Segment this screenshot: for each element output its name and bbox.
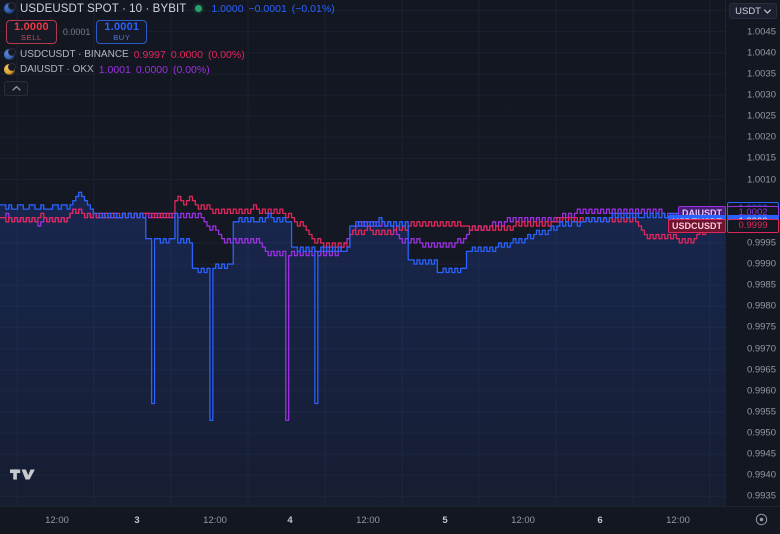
legend-change-pct-daiusdt: (0.00%) <box>172 63 210 76</box>
price-tick: 0.9955 <box>746 406 776 418</box>
legend-collapse-button[interactable] <box>4 81 28 97</box>
price-tick: 0.9990 <box>746 258 776 270</box>
price-tick: 1.0035 <box>746 68 776 80</box>
time-tick: 12:00 <box>666 515 690 526</box>
usdc-price-symbol-tag[interactable]: USDCUSDT <box>667 219 726 233</box>
price-tick: 0.9980 <box>746 300 776 312</box>
price-tick: 1.0030 <box>746 89 776 101</box>
legend-main-change: −0.0001 <box>248 2 287 15</box>
chart-series-lines <box>0 191 726 507</box>
legend-change-daiusdt: 0.0000 <box>135 63 168 76</box>
crosshair-target-icon <box>755 513 768 526</box>
price-tick: 0.9935 <box>746 490 776 502</box>
price-tick: 1.0040 <box>746 47 776 59</box>
time-axis[interactable]: 12:00 3 12:00 4 12:00 5 12:00 6 12:00 <box>0 506 780 534</box>
usdc-price-badge[interactable]: 0.9999 <box>727 219 779 233</box>
buy-button[interactable]: 1.0001 BUY <box>96 20 148 45</box>
tradingview-logo <box>10 466 36 488</box>
legend-main-row[interactable]: USDEUSDT SPOT · 10 · BYBIT 1.0000 −0.000… <box>4 1 335 16</box>
time-tick: 12:00 <box>511 515 535 526</box>
price-tick: 0.9995 <box>746 237 776 249</box>
currency-dropdown-button[interactable]: USDT <box>729 3 777 19</box>
price-tick: 1.0045 <box>746 26 776 38</box>
buy-label: BUY <box>113 32 131 42</box>
legend-row-daiusdt[interactable]: DAIUSDT · OKX 1.0001 0.0000 (0.00%) <box>4 62 335 77</box>
price-tick: 1.0020 <box>746 131 776 143</box>
sell-label: SELL <box>21 32 42 42</box>
time-tick: 4 <box>287 515 293 526</box>
time-tick: 6 <box>597 515 603 526</box>
legend-main-last: 1.0000 <box>211 2 244 15</box>
legend-last-daiusdt: 1.0001 <box>98 63 131 76</box>
price-tick: 0.9945 <box>746 448 776 460</box>
chart-plot-area[interactable] <box>0 0 726 507</box>
price-tick: 0.9950 <box>746 427 776 439</box>
price-tick: 0.9965 <box>746 364 776 376</box>
time-tick: 5 <box>442 515 448 526</box>
price-tick: 1.0010 <box>746 174 776 186</box>
price-tick: 0.9940 <box>746 469 776 481</box>
legend-main-change-pct: (−0.01%) <box>291 2 335 15</box>
legend-change-pct-usdcusdt: (0.00%) <box>207 48 245 61</box>
buy-price: 1.0001 <box>104 21 140 33</box>
price-tick: 1.0015 <box>746 152 776 164</box>
sell-button[interactable]: 1.0000 SELL <box>6 20 57 45</box>
time-tick: 12:00 <box>45 515 69 526</box>
chevron-up-icon <box>11 86 21 92</box>
price-tick: 0.9970 <box>746 343 776 355</box>
currency-label: USDT <box>735 5 761 17</box>
coin-icon-usdc <box>4 48 16 61</box>
time-tick: 12:00 <box>356 515 380 526</box>
chevron-down-icon <box>764 8 771 14</box>
sell-price: 1.0000 <box>14 21 49 33</box>
price-axis[interactable]: 1.00501.00451.00401.00351.00301.00251.00… <box>725 0 780 507</box>
crosshair-target-button[interactable] <box>755 513 768 526</box>
legend-main-title: USDEUSDT SPOT · 10 · BYBIT <box>20 2 187 15</box>
legend-last-usdcusdt: 0.9997 <box>133 48 166 61</box>
price-tick: 0.9960 <box>746 385 776 397</box>
time-tick: 12:00 <box>203 515 227 526</box>
coin-icon-dai <box>4 63 16 76</box>
buy-sell-widget: 1.0000 SELL 0.0001 1.0001 BUY <box>6 20 335 45</box>
legend-symbol-usdcusdt: USDCUSDT · BINANCE <box>20 49 129 61</box>
market-open-dot-icon <box>195 5 203 12</box>
legend-symbol-daiusdt: DAIUSDT · OKX <box>20 64 94 76</box>
coin-icon-usde <box>4 2 16 14</box>
price-tick: 1.0025 <box>746 110 776 122</box>
spread-value: 0.0001 <box>62 27 91 38</box>
price-tick: 0.9985 <box>746 279 776 291</box>
price-tick: 0.9975 <box>746 321 776 333</box>
series-line-usdeusdt <box>0 191 726 422</box>
time-tick: 3 <box>134 515 140 526</box>
chart-legend: USDEUSDT SPOT · 10 · BYBIT 1.0000 −0.000… <box>4 1 335 97</box>
legend-change-usdcusdt: 0.0000 <box>170 48 203 61</box>
legend-row-usdcusdt[interactable]: USDCUSDT · BINANCE 0.9997 0.0000 (0.00%) <box>4 47 335 62</box>
